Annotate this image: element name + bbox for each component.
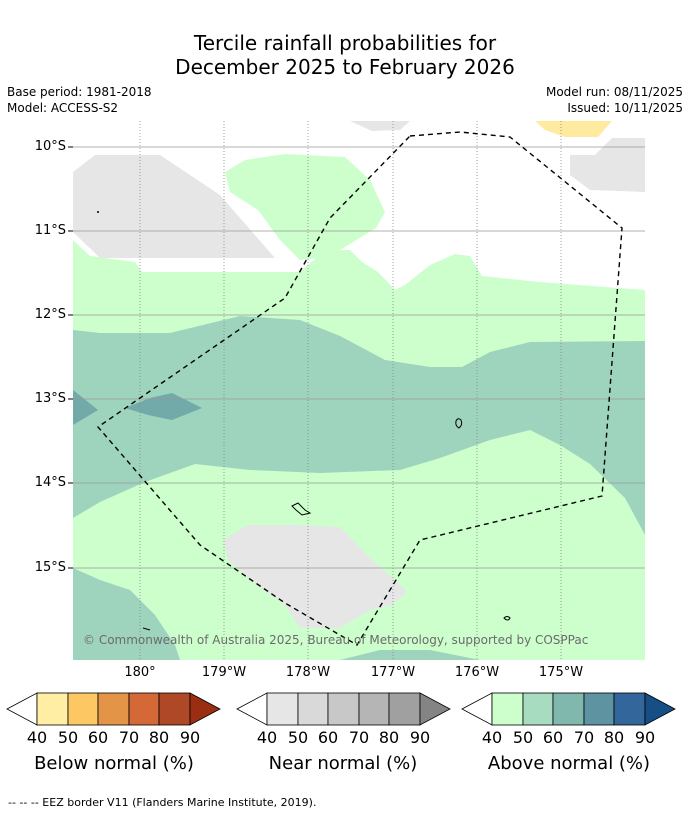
lon-label-180: 180° <box>124 665 156 680</box>
model-run: Model run: 08/11/2025 <box>545 85 683 99</box>
lon-label-175w: 175°W <box>538 665 584 680</box>
lon-label-177w: 177°W <box>370 665 416 680</box>
lat-label-15s: 15°S <box>34 560 66 575</box>
eez-border <box>96 131 623 646</box>
lat-label-14s: 14°S <box>34 475 66 490</box>
below-swatch-50-60 <box>67 692 99 726</box>
island-fragment <box>142 627 151 631</box>
above-swatch-80-90 <box>613 692 646 726</box>
above-normal-colorbar <box>461 692 676 726</box>
near-swatch-80-90 <box>388 692 421 726</box>
title-line-2: December 2025 to February 2026 <box>175 55 515 79</box>
above-tick-70: 70 <box>573 728 595 747</box>
above-tick-80: 80 <box>603 728 625 747</box>
above-tick-50: 50 <box>512 728 534 747</box>
above-tick-60: 60 <box>542 728 564 747</box>
near-normal-50-west <box>73 155 275 258</box>
above-swatch-50-60 <box>522 692 554 726</box>
above-normal-60-south <box>73 568 180 660</box>
base-period: Base period: 1981-2018 <box>7 85 152 99</box>
near-normal-colorbar <box>236 692 451 726</box>
lon-label-176w: 176°W <box>454 665 500 680</box>
near-swatch-60-70 <box>327 692 360 726</box>
model-name: Model: ACCESS-S2 <box>7 101 119 115</box>
lon-label-178w: 178°W <box>285 665 331 680</box>
above-normal-60-sliver <box>340 650 480 660</box>
lat-label-11s: 11°S <box>34 223 66 238</box>
lat-label-13s: 13°S <box>34 391 66 406</box>
above-swatch-high <box>644 692 676 726</box>
below-swatch-60-70 <box>97 692 130 726</box>
above-normal-50-north <box>225 154 385 260</box>
above-tick-40: 40 <box>481 728 503 747</box>
above-normal-70-patch <box>125 393 202 420</box>
above-swatch-70-80 <box>583 692 615 726</box>
title-line-1: Tercile rainfall probabilities for <box>193 31 497 55</box>
probability-map <box>68 121 645 660</box>
near-swatch-50-60 <box>297 692 329 726</box>
eez-footnote: -- -- -- EEZ border V11 (Flanders Marine… <box>8 796 317 809</box>
near-swatch-40-50 <box>266 692 299 726</box>
lat-label-10s: 10°S <box>34 139 66 154</box>
below-tick-40: 40 <box>26 728 48 747</box>
below-normal-50-patch <box>535 121 612 137</box>
near-swatch-70-80 <box>358 692 390 726</box>
near-normal-title: Near normal (%) <box>268 753 418 774</box>
below-normal-title: Below normal (%) <box>34 753 194 774</box>
near-tick-80: 80 <box>378 728 400 747</box>
island-dot <box>97 211 99 213</box>
near-normal-50-top <box>350 121 410 131</box>
below-normal-colorbar <box>6 692 221 726</box>
island-swains <box>503 616 511 621</box>
near-swatch-high <box>419 692 451 726</box>
below-swatch-40-50 <box>36 692 69 726</box>
below-tick-80: 80 <box>148 728 170 747</box>
below-tick-90: 90 <box>179 728 201 747</box>
below-swatch-low <box>6 692 38 726</box>
below-swatch-70-80 <box>128 692 160 726</box>
near-tick-60: 60 <box>317 728 339 747</box>
below-tick-60: 60 <box>87 728 109 747</box>
near-tick-50: 50 <box>287 728 309 747</box>
near-normal-50-south <box>224 525 407 628</box>
near-tick-70: 70 <box>348 728 370 747</box>
above-swatch-60-70 <box>552 692 585 726</box>
gridlines <box>73 146 645 569</box>
above-swatch-40-50 <box>491 692 524 726</box>
above-tick-90: 90 <box>634 728 656 747</box>
below-swatch-80-90 <box>158 692 191 726</box>
lat-label-12s: 12°S <box>34 307 66 322</box>
above-normal-title: Above normal (%) <box>487 753 651 774</box>
below-tick-50: 50 <box>57 728 79 747</box>
below-tick-70: 70 <box>118 728 140 747</box>
below-swatch-high <box>189 692 221 726</box>
near-tick-40: 40 <box>256 728 278 747</box>
island-fakaofo <box>455 418 463 429</box>
issued-date: Issued: 10/11/2025 <box>567 101 683 115</box>
above-normal-60-region <box>73 316 645 535</box>
near-normal-50-ne <box>570 138 645 192</box>
copyright-notice: © Commonwealth of Australia 2025, Bureau… <box>83 633 589 647</box>
near-tick-90: 90 <box>409 728 431 747</box>
island-nukunonu <box>291 502 312 516</box>
near-swatch-low <box>236 692 268 726</box>
lon-label-179w: 179°W <box>201 665 247 680</box>
above-swatch-low <box>461 692 493 726</box>
axis-ticks <box>68 146 73 569</box>
